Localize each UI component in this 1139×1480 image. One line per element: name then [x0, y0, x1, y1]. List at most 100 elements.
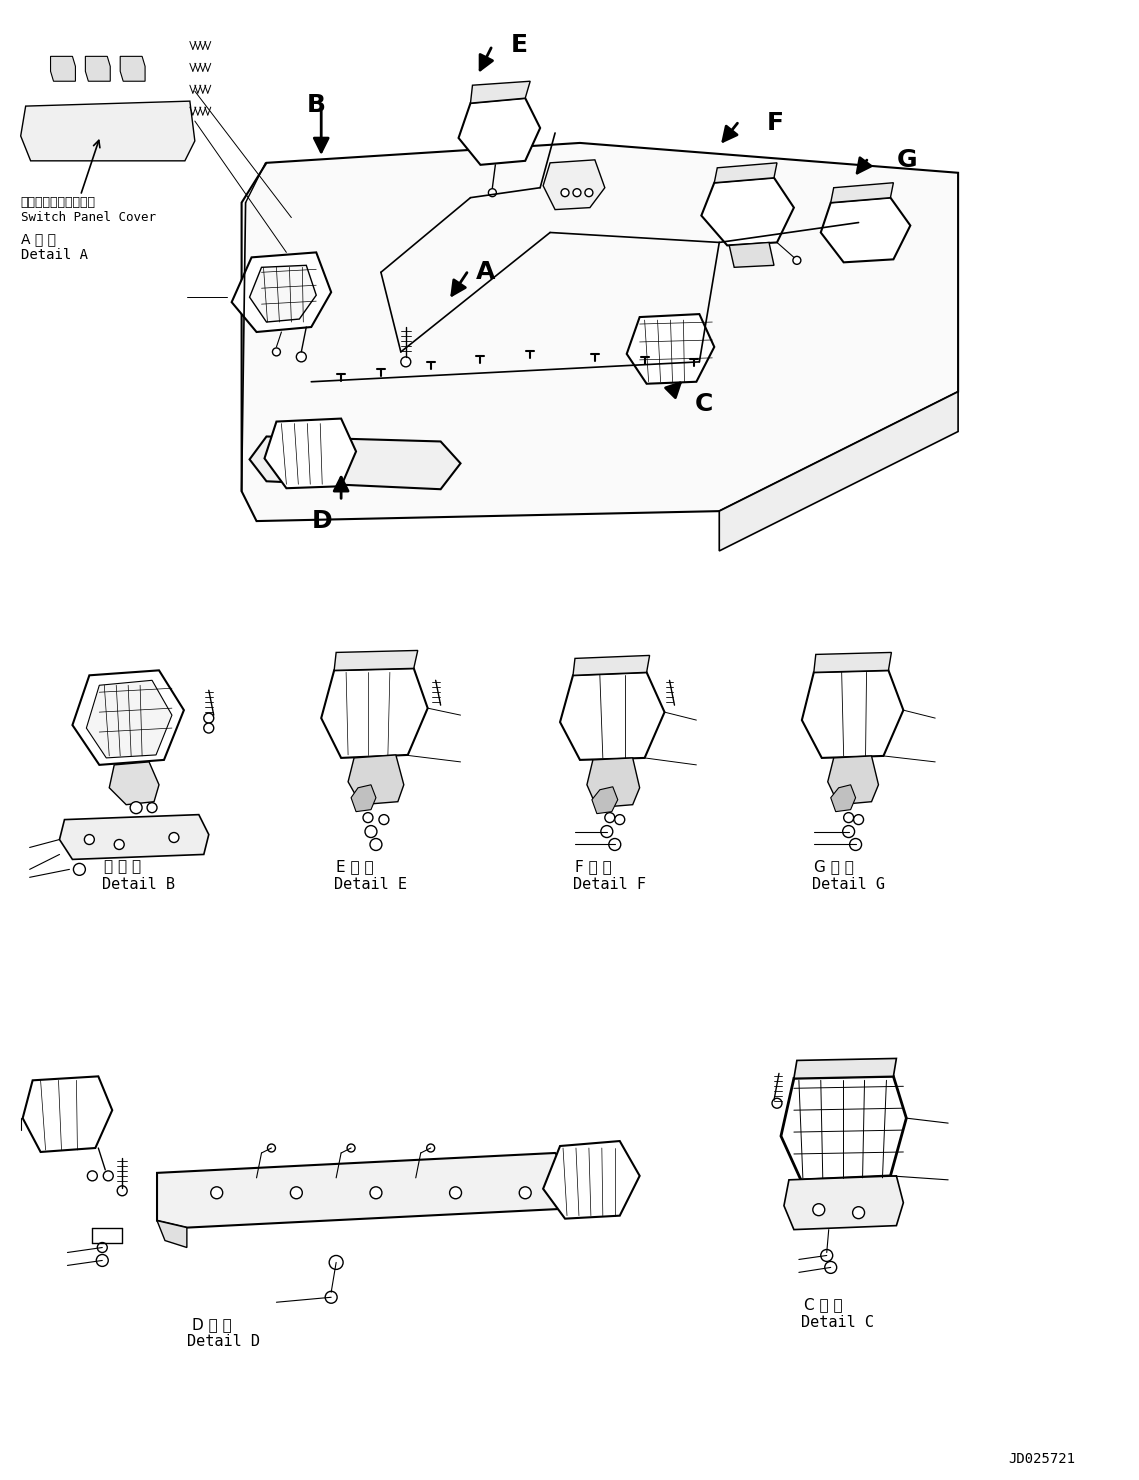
Polygon shape	[459, 98, 540, 164]
Circle shape	[290, 1187, 302, 1199]
Circle shape	[825, 1261, 837, 1273]
Circle shape	[204, 724, 214, 733]
Circle shape	[117, 1185, 128, 1196]
Circle shape	[114, 839, 124, 850]
Polygon shape	[85, 56, 110, 81]
Text: A 詳 細: A 詳 細	[21, 232, 56, 247]
Polygon shape	[794, 1058, 896, 1079]
Circle shape	[379, 814, 388, 824]
Circle shape	[519, 1187, 531, 1199]
Text: Detail G: Detail G	[812, 878, 885, 892]
Polygon shape	[781, 1076, 907, 1180]
Circle shape	[401, 357, 411, 367]
Circle shape	[370, 1187, 382, 1199]
Text: G 詳 細: G 詳 細	[813, 860, 853, 875]
Circle shape	[562, 189, 570, 197]
Polygon shape	[573, 656, 649, 675]
Circle shape	[793, 256, 801, 265]
Circle shape	[427, 1144, 435, 1151]
Text: Detail F: Detail F	[573, 878, 646, 892]
Circle shape	[772, 1098, 782, 1109]
Circle shape	[585, 189, 593, 197]
Circle shape	[850, 839, 861, 851]
Text: スイッチパネルカバー: スイッチパネルカバー	[21, 195, 96, 209]
Polygon shape	[784, 1177, 903, 1230]
Text: F: F	[767, 111, 784, 135]
Text: G: G	[896, 148, 917, 172]
Polygon shape	[587, 758, 640, 808]
Circle shape	[853, 1206, 865, 1218]
Circle shape	[211, 1187, 223, 1199]
Text: D: D	[311, 509, 331, 533]
Circle shape	[88, 1171, 97, 1181]
Polygon shape	[349, 755, 404, 805]
Circle shape	[272, 348, 280, 355]
Polygon shape	[249, 265, 317, 323]
Circle shape	[130, 802, 142, 814]
Circle shape	[843, 826, 854, 838]
Polygon shape	[231, 253, 331, 332]
Polygon shape	[241, 144, 958, 521]
Circle shape	[169, 833, 179, 842]
Polygon shape	[59, 814, 208, 860]
Text: B: B	[306, 93, 326, 117]
Text: Detail A: Detail A	[21, 249, 88, 262]
Circle shape	[73, 863, 85, 875]
Polygon shape	[714, 163, 777, 182]
Text: D 詳 細: D 詳 細	[191, 1317, 231, 1332]
Text: C 詳 細: C 詳 細	[804, 1298, 843, 1313]
Polygon shape	[821, 198, 910, 262]
Circle shape	[147, 802, 157, 813]
Circle shape	[296, 352, 306, 361]
Polygon shape	[73, 670, 183, 765]
Circle shape	[489, 189, 497, 197]
Circle shape	[605, 813, 615, 823]
Polygon shape	[719, 392, 958, 551]
Polygon shape	[264, 419, 357, 488]
Circle shape	[615, 814, 624, 824]
Text: Detail E: Detail E	[334, 878, 407, 892]
Polygon shape	[543, 160, 605, 210]
Circle shape	[204, 713, 214, 724]
Polygon shape	[592, 787, 617, 814]
Polygon shape	[828, 756, 878, 805]
Circle shape	[84, 835, 95, 845]
Circle shape	[601, 826, 613, 838]
Circle shape	[268, 1144, 276, 1151]
Polygon shape	[543, 1141, 640, 1218]
Polygon shape	[87, 681, 172, 758]
Text: E: E	[510, 34, 527, 58]
Circle shape	[364, 826, 377, 838]
Circle shape	[821, 1249, 833, 1261]
Circle shape	[370, 839, 382, 851]
Polygon shape	[560, 672, 664, 759]
Text: Detail B: Detail B	[103, 878, 175, 892]
Polygon shape	[702, 178, 794, 246]
Polygon shape	[249, 437, 460, 490]
Circle shape	[326, 1291, 337, 1304]
Circle shape	[853, 814, 863, 824]
Polygon shape	[50, 56, 75, 81]
Polygon shape	[729, 243, 775, 268]
Polygon shape	[121, 56, 145, 81]
Polygon shape	[802, 670, 903, 758]
Circle shape	[573, 189, 581, 197]
Polygon shape	[830, 784, 855, 811]
Polygon shape	[21, 101, 195, 161]
Circle shape	[363, 813, 372, 823]
Circle shape	[97, 1243, 107, 1252]
Polygon shape	[321, 669, 428, 758]
Polygon shape	[626, 314, 714, 383]
Polygon shape	[157, 1153, 585, 1227]
Circle shape	[97, 1255, 108, 1267]
Text: F 詳 細: F 詳 細	[575, 860, 612, 875]
Circle shape	[609, 839, 621, 851]
Circle shape	[813, 1203, 825, 1215]
Polygon shape	[23, 1076, 113, 1151]
Circle shape	[844, 813, 853, 823]
Circle shape	[347, 1144, 355, 1151]
Text: JD025721: JD025721	[1008, 1452, 1075, 1465]
Polygon shape	[813, 653, 892, 672]
Circle shape	[450, 1187, 461, 1199]
Text: Detail C: Detail C	[801, 1316, 874, 1331]
